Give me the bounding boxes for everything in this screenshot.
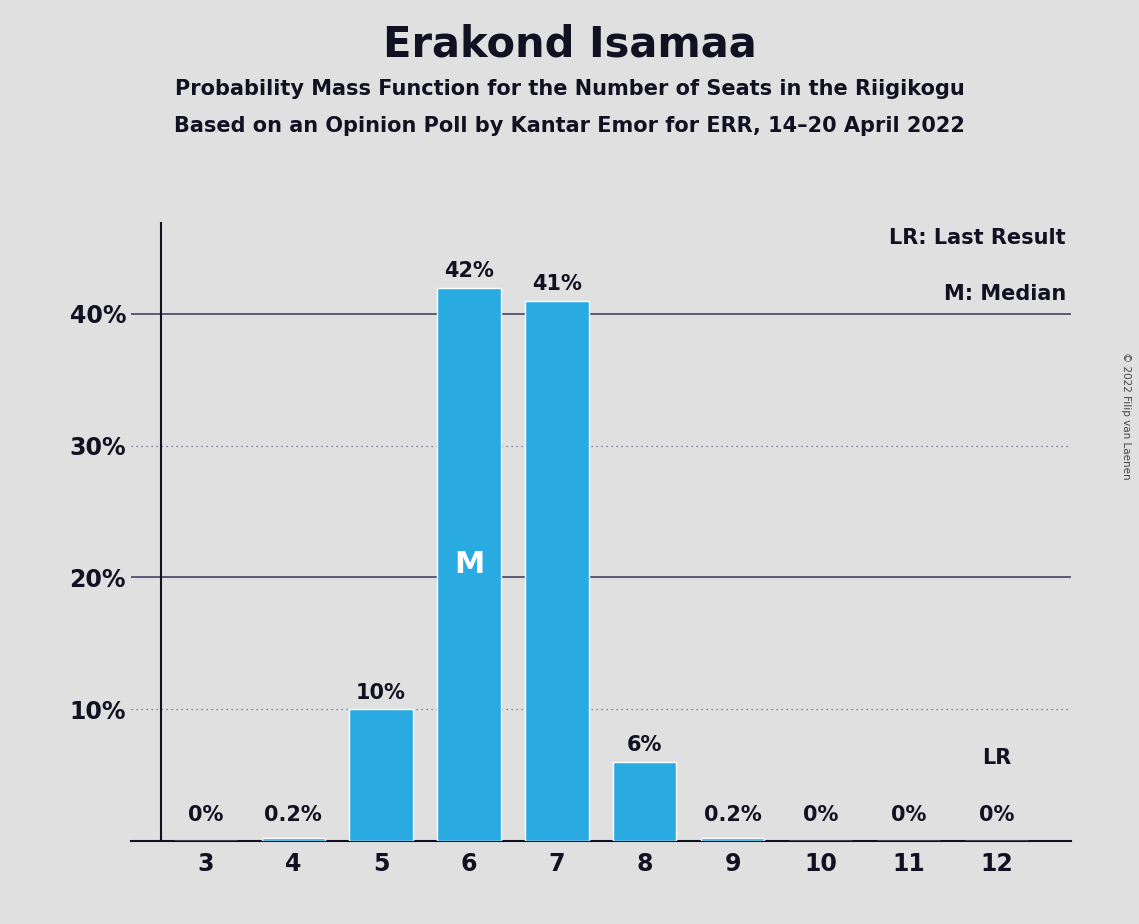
Bar	[525, 301, 589, 841]
Text: 0.2%: 0.2%	[264, 805, 322, 825]
Bar	[700, 838, 764, 841]
Bar	[262, 838, 325, 841]
Text: 0%: 0%	[803, 805, 838, 825]
Text: Erakond Isamaa: Erakond Isamaa	[383, 23, 756, 65]
Text: 0%: 0%	[188, 805, 223, 825]
Bar	[437, 287, 501, 841]
Text: © 2022 Filip van Laenen: © 2022 Filip van Laenen	[1121, 352, 1131, 480]
Text: 6%: 6%	[628, 736, 663, 755]
Text: 41%: 41%	[532, 274, 582, 294]
Bar	[613, 761, 677, 841]
Text: 0%: 0%	[891, 805, 926, 825]
Text: 0%: 0%	[978, 805, 1014, 825]
Text: 10%: 10%	[357, 683, 405, 702]
Text: M: M	[453, 550, 484, 578]
Text: M: Median: M: Median	[944, 284, 1066, 304]
Text: LR: Last Result: LR: Last Result	[890, 228, 1066, 248]
Text: 42%: 42%	[444, 261, 494, 281]
Text: 0.2%: 0.2%	[704, 805, 762, 825]
Text: LR: LR	[982, 748, 1011, 769]
Bar	[350, 709, 412, 841]
Text: Based on an Opinion Poll by Kantar Emor for ERR, 14–20 April 2022: Based on an Opinion Poll by Kantar Emor …	[174, 116, 965, 136]
Text: Probability Mass Function for the Number of Seats in the Riigikogu: Probability Mass Function for the Number…	[174, 79, 965, 99]
